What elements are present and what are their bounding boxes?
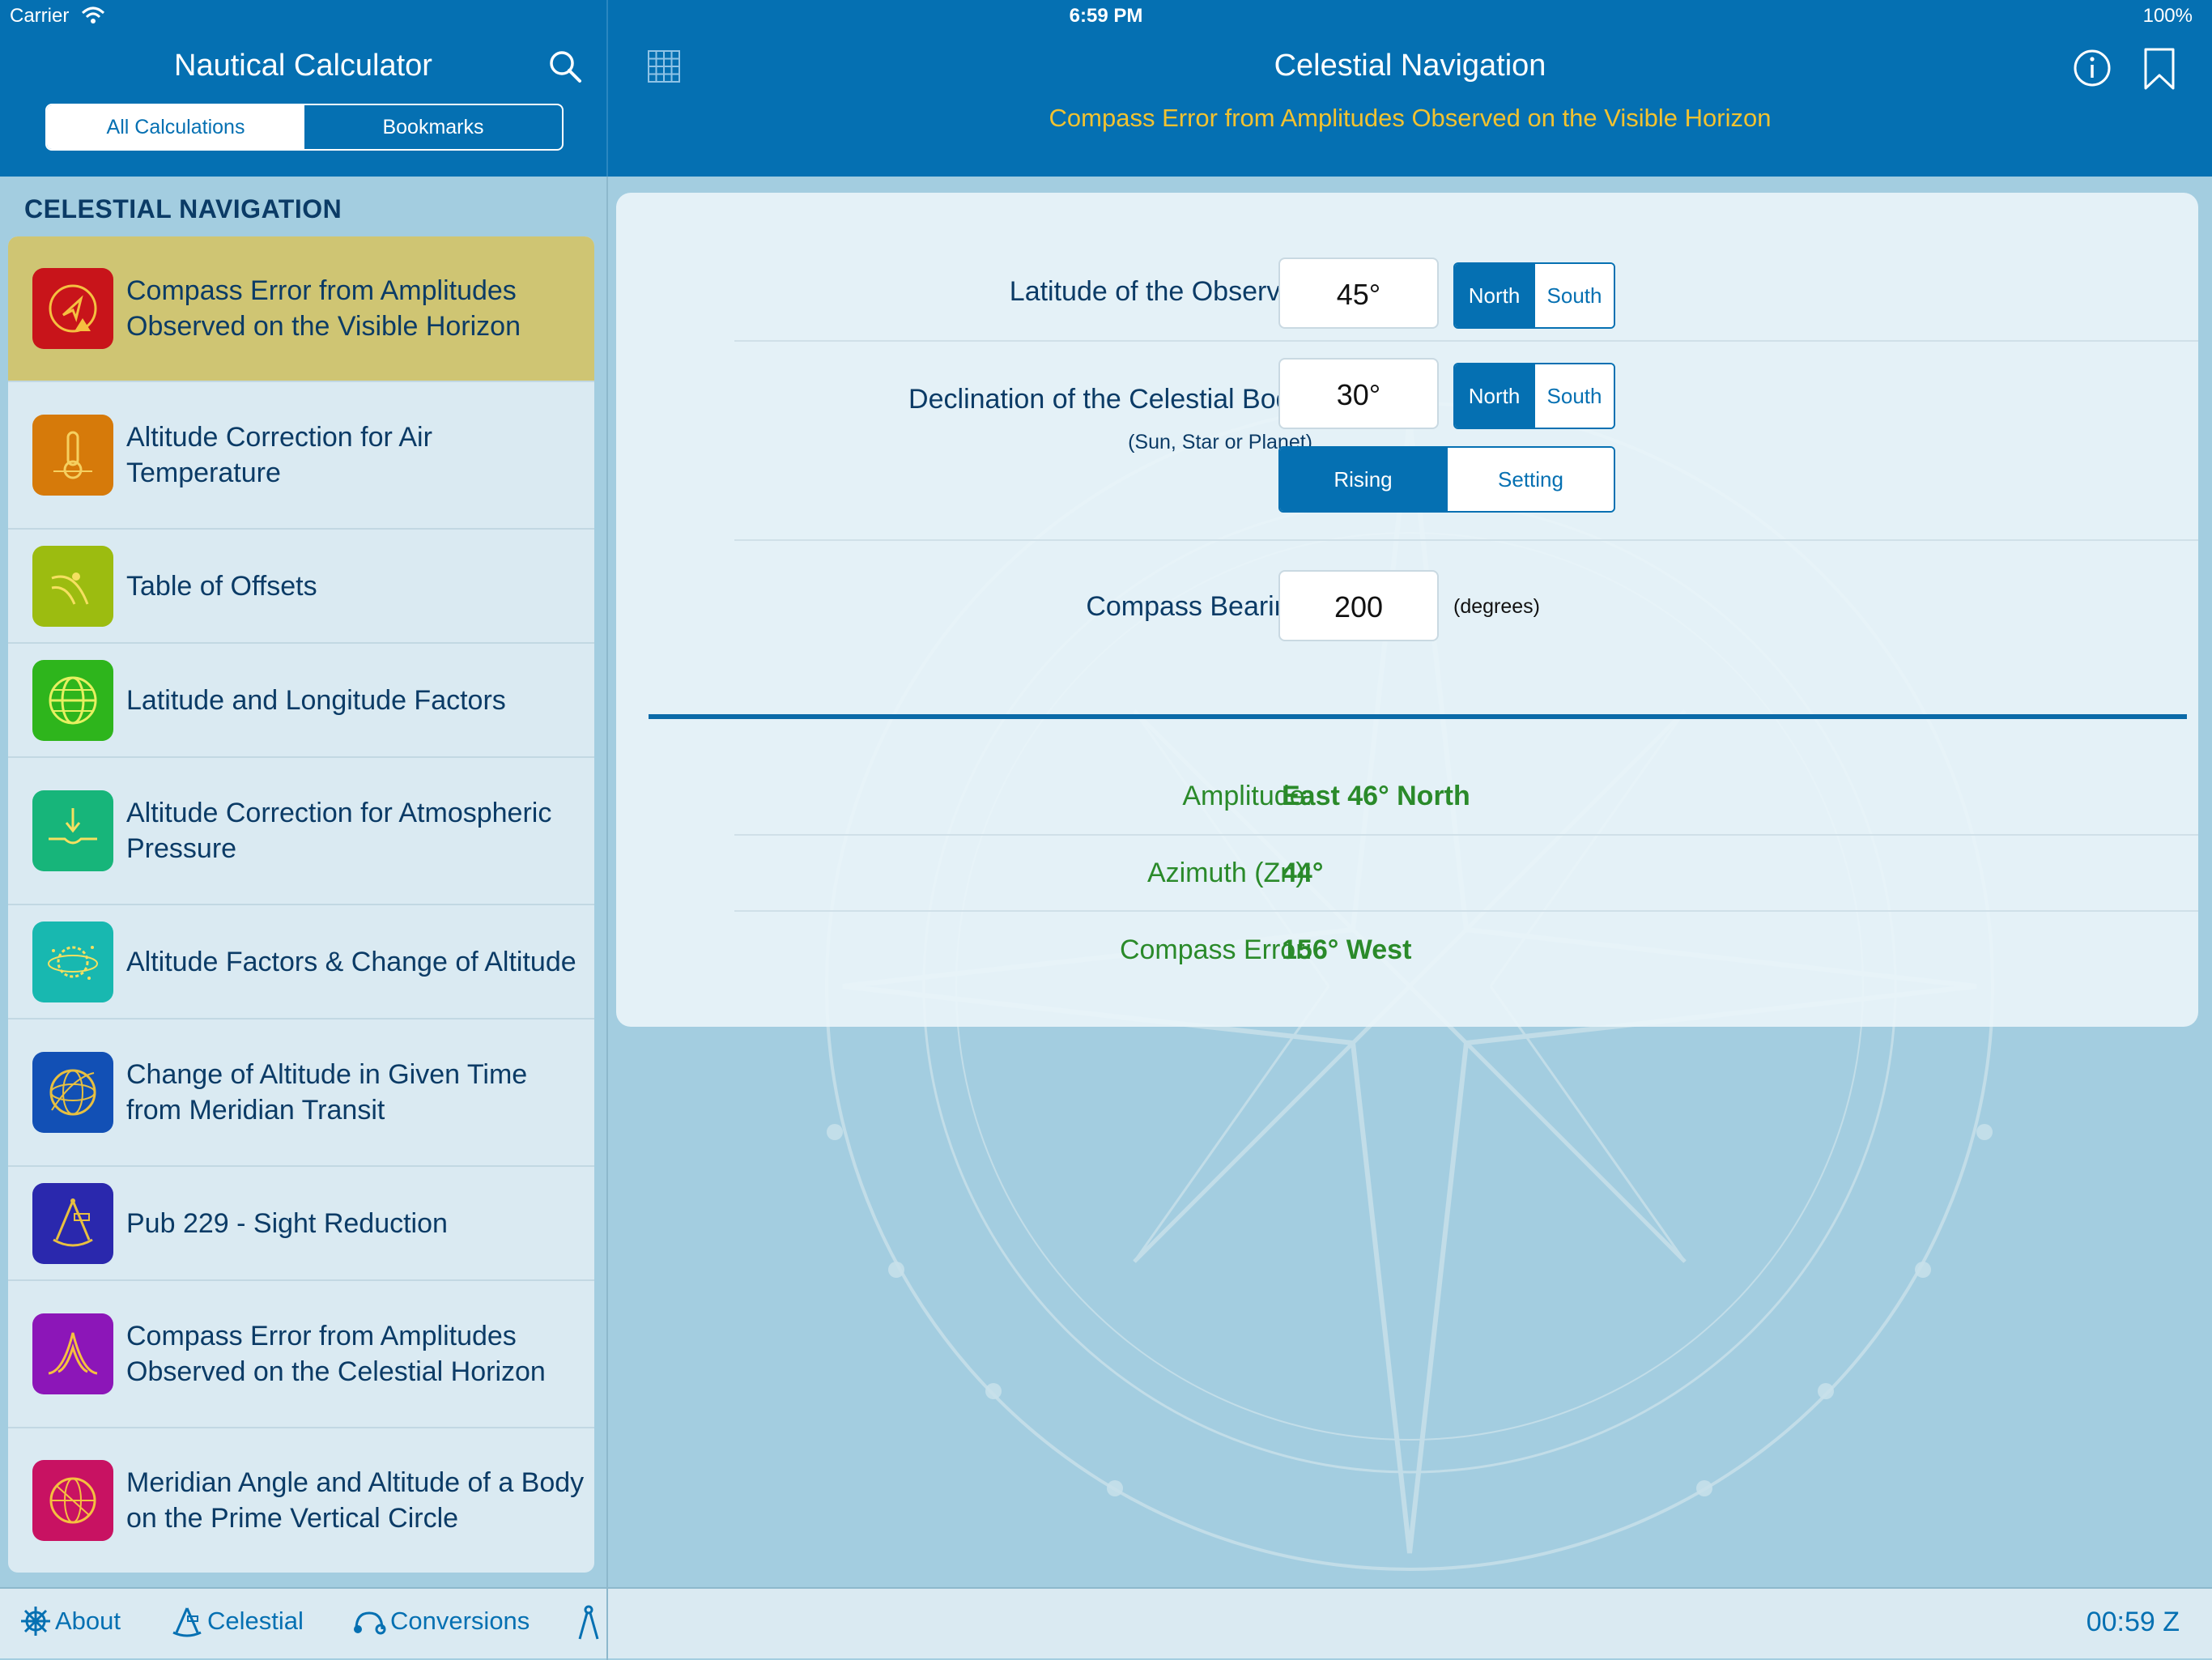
amplitude-label: Amplitude: [1182,781,1312,811]
wifi-icon [81,6,105,23]
list-item-label: Change of Altitude in Given Time from Me… [126,1059,528,1126]
declination-south-option[interactable]: South [1534,364,1614,428]
prime-vertical-icon [32,1460,113,1541]
amplitude-curve-icon [32,1313,113,1394]
azimuth-value: 44° [1282,858,1324,888]
pressure-arrow-icon [32,790,113,871]
list-item-label: Compass Error from Amplitudes Observed o… [126,1321,546,1387]
list-item-change-of-altitude[interactable]: Change of Altitude in Given Time from Me… [8,1019,594,1167]
tab-label: Conversions [390,1607,530,1635]
segment-all-calculations[interactable]: All Calculations [47,105,304,149]
list-item-compass-error-celestial[interactable]: Compass Error from Amplitudes Observed o… [8,1281,594,1428]
list-item-air-temperature[interactable]: Altitude Correction for Air Temperature [8,382,594,530]
calculations-segmented-control: All Calculations Bookmarks [45,104,564,151]
split-divider [606,177,608,1587]
declination-north-option[interactable]: North [1455,364,1534,428]
results-divider [649,714,2187,719]
tab-about[interactable]: About [19,1605,121,1637]
main-panel: Latitude of the Observer: 45° North Sout… [608,177,2212,1587]
azimuth-label: Azimuth (Zn): [1146,858,1312,888]
list-item-label: Compass Error from Amplitudes Observed o… [126,275,521,342]
helm-icon [21,1607,50,1636]
transit-globe-icon [32,1052,113,1133]
sidebar-title: Nautical Calculator [174,49,432,83]
sextant-icon [172,1607,202,1637]
thermometer-icon [32,415,113,496]
globe-icon [32,659,113,741]
top-bar: Carrier 6:59 PM 100% Nautical Calculator… [0,0,2212,177]
latitude-input[interactable]: 45° [1278,258,1439,329]
page-subtitle: Compass Error from Amplitudes Observed o… [1049,104,1772,132]
header-divider [606,0,608,177]
list-item-label: Altitude Factors & Change of Altitude [126,946,576,977]
search-icon[interactable] [547,49,583,84]
grid-icon[interactable] [646,49,682,84]
tab-celestial[interactable]: Celestial [170,1605,304,1637]
latitude-south-option[interactable]: South [1534,264,1614,327]
rising-option[interactable]: Rising [1280,448,1446,511]
calculation-list: Compass Error from Amplitudes Observed o… [8,236,594,1573]
latitude-label: Latitude of the Observer: [1009,276,1312,307]
battery-label: 100% [2142,5,2193,27]
bearing-input[interactable]: 200 [1278,570,1439,641]
list-item-lat-long-factors[interactable]: Latitude and Longitude Factors [8,644,594,758]
calculation-card: Latitude of the Observer: 45° North Sout… [616,193,2198,1027]
list-item-atmospheric-pressure[interactable]: Altitude Correction for Atmospheric Pres… [8,758,594,905]
compass-error-label: Compass Error: [1119,934,1312,965]
row-divider [734,910,2198,912]
list-item-label: Meridian Angle and Altitude of a Body on… [126,1467,585,1534]
declination-label: Declination of the Celestial Body: [908,384,1312,415]
setting-option[interactable]: Setting [1446,448,1614,511]
list-item-label: Latitude and Longitude Factors [126,684,506,716]
list-item-altitude-factors[interactable]: Altitude Factors & Change of Altitude [8,905,594,1019]
list-item-prime-vertical[interactable]: Meridian Angle and Altitude of a Body on… [8,1428,594,1573]
carrier-label: Carrier [10,5,70,27]
tab-label: Celestial [207,1607,304,1635]
page-title: Celestial Navigation [1274,49,1546,83]
utc-clock: 00:59 Z [2086,1607,2180,1637]
conversion-icon [354,1611,386,1635]
sextant-icon [32,1182,113,1264]
declination-input[interactable]: 30° [1278,358,1439,429]
list-item-table-of-offsets[interactable]: Table of Offsets [8,530,594,644]
tab-dividers[interactable] [576,1605,604,1641]
amplitude-value: East 46° North [1282,781,1470,811]
bearing-units: (degrees) [1453,595,1540,618]
sidebar: CELESTIAL NAVIGATION Compass Error from … [0,177,606,1587]
tab-label: About [55,1607,121,1635]
orbit-globe-icon [32,921,113,1002]
tab-conversions[interactable]: Conversions [351,1605,530,1637]
status-bar: Carrier 6:59 PM 100% [0,0,2212,36]
list-item-compass-error-visible[interactable]: Compass Error from Amplitudes Observed o… [8,236,594,382]
list-item-label: Table of Offsets [126,570,317,602]
declination-hemisphere-control: North South [1453,363,1615,429]
segment-bookmarks[interactable]: Bookmarks [382,115,484,138]
info-icon[interactable] [2073,49,2112,87]
tab-bar: About Celestial Conversions 00:59 Z [0,1587,2212,1660]
dividers-icon [578,1605,599,1640]
list-item-pub-229[interactable]: Pub 229 - Sight Reduction [8,1167,594,1281]
latitude-north-option[interactable]: North [1455,264,1534,327]
compass-error-value: 156° West [1282,934,1412,965]
list-item-label: Pub 229 - Sight Reduction [126,1207,448,1239]
compass-warning-icon [32,268,113,349]
bearing-label: Compass Bearing: [1086,591,1312,622]
rising-setting-control: Rising Setting [1278,446,1615,513]
row-divider [734,539,2198,541]
latitude-hemisphere-control: North South [1453,262,1615,329]
clock-label: 6:59 PM [1069,5,1143,27]
row-divider [734,340,2198,342]
tab-bar-divider [606,1589,608,1660]
offset-curve-icon [32,545,113,627]
row-divider [734,834,2198,836]
section-heading: CELESTIAL NAVIGATION [24,194,342,223]
list-item-label: Altitude Correction for Air Temperature [126,422,432,488]
bookmark-icon[interactable] [2142,47,2176,91]
list-item-label: Altitude Correction for Atmospheric Pres… [126,798,552,864]
